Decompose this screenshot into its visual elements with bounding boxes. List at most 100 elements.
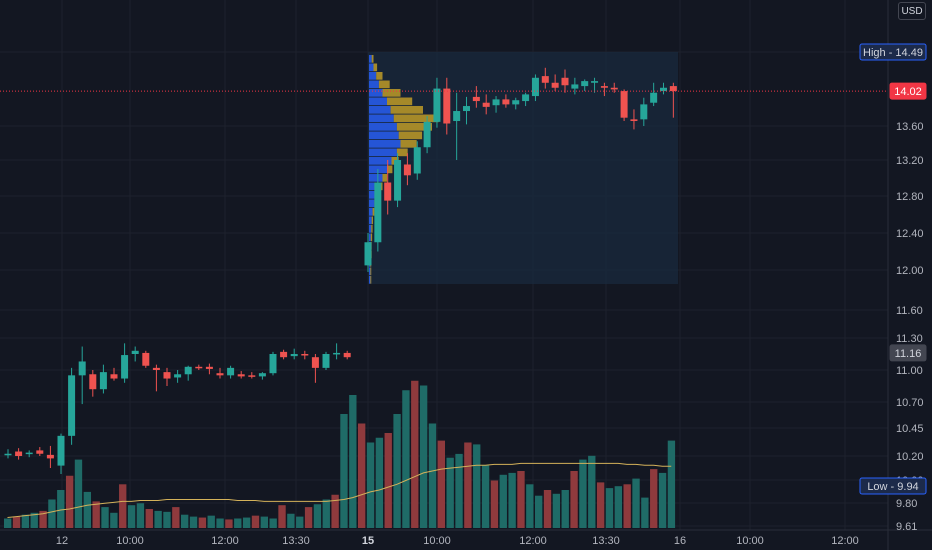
volume-bar — [110, 512, 118, 528]
volume-bar — [596, 482, 605, 528]
candle-body — [142, 352, 150, 366]
x-tick-label: 13:30 — [592, 535, 620, 547]
candle-body — [650, 92, 658, 103]
candle-body — [620, 91, 628, 118]
volume-profile-up-bar — [369, 174, 383, 182]
candle-body — [152, 367, 160, 370]
volume-bar — [366, 442, 375, 528]
volume-profile-down-bar — [382, 89, 401, 97]
candle-body — [280, 351, 288, 358]
candle-body — [110, 374, 118, 379]
volume-bar — [189, 516, 198, 528]
volume-profile-up-bar — [369, 276, 371, 284]
candle-body — [46, 454, 54, 459]
x-tick-label: 10:00 — [116, 535, 144, 547]
volume-profile-up-bar — [369, 55, 372, 63]
candle-body — [423, 121, 431, 148]
volume-profile-down-bar — [371, 216, 374, 225]
volume-profile-down-bar — [371, 225, 373, 233]
candle-body — [4, 453, 12, 456]
y-tick-label: 10.45 — [896, 423, 924, 435]
volume-profile-down-bar — [376, 72, 383, 80]
volume-bar — [119, 484, 127, 528]
candle-body — [660, 87, 667, 92]
volume-bar — [296, 516, 304, 528]
volume-profile-down-bar — [378, 80, 390, 89]
volume-bar — [340, 414, 348, 528]
candle-body — [258, 373, 266, 377]
candle-body — [15, 451, 23, 456]
prev-close-badge-box — [889, 344, 927, 362]
volume-profile-down-bar — [387, 165, 393, 174]
volume-bar — [349, 395, 357, 528]
candle-body — [322, 354, 330, 368]
candle-body — [433, 88, 441, 122]
volume-bar — [83, 491, 91, 528]
volume-bar — [667, 440, 676, 528]
candle-body — [384, 182, 392, 201]
candle-body — [492, 99, 500, 106]
volume-bar — [251, 515, 260, 528]
volume-bar — [269, 518, 277, 528]
volume-profile-down-bar — [373, 63, 378, 72]
candle-body — [453, 111, 461, 122]
volume-profile-down-bar — [398, 131, 423, 140]
y-tick-label: 12.00 — [896, 265, 924, 277]
high-price-badge-box — [859, 43, 927, 61]
candle-body — [640, 104, 648, 120]
volume-bar — [322, 499, 330, 528]
currency-button[interactable]: USD — [898, 2, 926, 20]
y-tick-label: 12.40 — [896, 228, 924, 240]
volume-bar — [74, 459, 83, 528]
volume-profile-down-bar — [372, 208, 375, 216]
candle-body — [216, 373, 224, 376]
volume-bar — [623, 484, 631, 528]
x-tick-label: 10:00 — [736, 535, 764, 547]
candle-body — [413, 147, 421, 174]
volume-profile-up-bar — [369, 89, 383, 97]
volume-profile-down-bar — [371, 55, 374, 63]
volume-bar — [225, 519, 233, 528]
candle-body — [99, 372, 107, 390]
x-tick-label: 13:30 — [282, 535, 310, 547]
candle-body — [541, 76, 549, 83]
candle-body — [571, 84, 579, 89]
volume-bar — [446, 457, 454, 528]
volume-bar — [39, 510, 47, 528]
volume-bar — [499, 474, 507, 528]
candle-body — [551, 82, 559, 88]
volume-profile-up-bar — [369, 114, 394, 123]
volume-bar — [92, 501, 100, 528]
volume-bar — [561, 490, 569, 528]
volume-bar — [570, 471, 578, 528]
candle-body — [482, 102, 490, 107]
candle-body — [669, 86, 677, 92]
volume-profile-up-bar — [369, 97, 387, 106]
volume-bar — [145, 509, 153, 528]
volume-bar — [331, 494, 339, 528]
y-tick-label: 13.20 — [896, 155, 924, 167]
volume-bar — [287, 513, 295, 528]
volume-profile-up-bar — [369, 267, 371, 276]
candle-body — [311, 357, 319, 368]
volume-bar — [543, 490, 552, 528]
y-tick-label: 11.30 — [896, 333, 923, 345]
volume-bar — [535, 495, 543, 528]
volume-profile-up-bar — [369, 72, 377, 80]
volume-bar — [437, 440, 445, 528]
candle-body — [374, 182, 382, 243]
candle-body — [502, 99, 510, 105]
volume-bar — [455, 453, 463, 528]
high-price-badge: High - 14.49 — [863, 47, 923, 59]
candle-body — [443, 88, 451, 124]
volume-profile-up-bar — [369, 182, 379, 191]
volume-bar — [234, 518, 242, 528]
y-tick-label: 13.60 — [896, 121, 924, 133]
candle-body — [290, 354, 298, 357]
volume-profile-up-bar — [369, 63, 374, 72]
volume-bar — [172, 507, 180, 528]
volume-bar — [526, 484, 534, 528]
prev-close-badge: 11.16 — [895, 348, 922, 360]
volume-bar — [658, 472, 667, 528]
candle-body — [610, 87, 618, 90]
